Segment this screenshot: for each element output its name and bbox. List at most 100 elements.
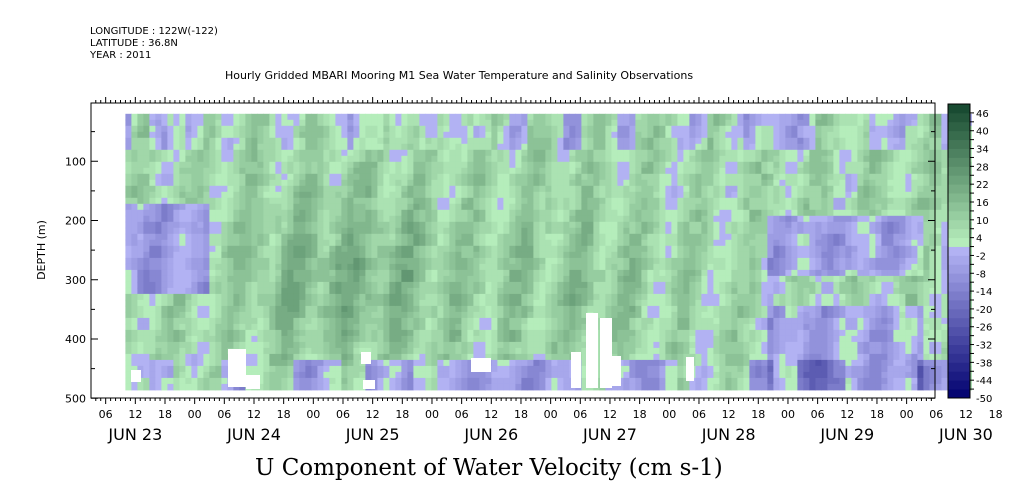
field-cell — [221, 119, 228, 127]
field-cell — [545, 185, 552, 193]
field-cell — [359, 263, 366, 271]
field-cell — [665, 113, 672, 121]
field-cell — [401, 311, 408, 319]
field-cell — [635, 329, 642, 337]
field-cell — [707, 281, 714, 289]
field-cell — [551, 239, 558, 247]
field-cell — [533, 221, 540, 229]
field-cell — [203, 293, 210, 301]
field-cell — [527, 113, 534, 121]
field-cell — [251, 203, 258, 211]
field-cell — [617, 281, 624, 289]
field-cell — [293, 143, 300, 151]
field-cell — [437, 383, 444, 391]
field-cell — [551, 263, 558, 271]
field-cell — [587, 257, 594, 265]
field-cell — [227, 125, 234, 133]
field-cell — [461, 347, 468, 355]
field-cell — [389, 287, 396, 295]
field-cell — [605, 227, 612, 235]
field-cell — [587, 179, 594, 187]
field-cell — [719, 155, 726, 163]
field-cell — [689, 257, 696, 265]
field-cell — [263, 287, 270, 295]
field-cell — [521, 185, 528, 193]
field-cell — [137, 275, 144, 283]
field-cell — [341, 191, 348, 199]
field-cell — [743, 149, 750, 157]
field-cell — [515, 323, 522, 331]
field-cell — [755, 347, 762, 355]
field-cell — [353, 377, 360, 385]
field-cell — [719, 257, 726, 265]
field-cell — [197, 227, 204, 235]
field-cell — [263, 275, 270, 283]
field-cell — [713, 341, 720, 349]
field-cell — [545, 347, 552, 355]
field-cell — [329, 281, 336, 289]
field-cell — [545, 215, 552, 223]
field-cell — [713, 209, 720, 217]
field-cell — [659, 239, 666, 247]
field-cell — [623, 281, 630, 289]
field-cell — [473, 323, 480, 331]
field-cell — [509, 113, 516, 121]
field-cell — [221, 341, 228, 349]
field-cell — [479, 191, 486, 199]
field-cell — [749, 185, 756, 193]
field-cell — [491, 299, 498, 307]
field-cell — [743, 125, 750, 133]
field-cell — [713, 173, 720, 181]
field-cell — [431, 125, 438, 133]
field-cell — [761, 221, 768, 229]
field-cell — [497, 209, 504, 217]
field-cell — [251, 311, 258, 319]
field-cell — [425, 113, 432, 121]
field-cell — [755, 359, 762, 367]
field-cell — [161, 191, 168, 199]
field-cell — [191, 305, 198, 313]
field-cell — [347, 305, 354, 313]
field-cell — [479, 131, 486, 139]
field-cell — [623, 179, 630, 187]
field-cell — [245, 257, 252, 265]
field-cell — [281, 281, 288, 289]
field-cell — [269, 299, 276, 307]
field-cell — [755, 311, 762, 319]
field-cell — [167, 185, 174, 193]
field-cell — [575, 317, 582, 325]
field-cell — [713, 335, 720, 343]
field-cell — [755, 233, 762, 241]
field-cell — [299, 287, 306, 295]
field-cell — [575, 287, 582, 295]
field-cell — [611, 131, 618, 139]
field-cell — [653, 227, 660, 235]
field-cell — [683, 317, 690, 325]
field-cell — [713, 281, 720, 289]
field-cell — [395, 275, 402, 283]
field-cell — [329, 383, 336, 391]
field-cell — [155, 209, 162, 217]
field-cell — [737, 383, 744, 391]
field-cell — [383, 137, 390, 145]
field-cell — [557, 347, 564, 355]
field-cell — [533, 269, 540, 277]
field-cell — [737, 305, 744, 313]
field-cell — [719, 299, 726, 307]
field-cell — [701, 263, 708, 271]
field-cell — [317, 251, 324, 259]
field-cell — [515, 143, 522, 151]
field-cell — [155, 347, 162, 355]
field-cell — [701, 365, 708, 373]
field-cell — [149, 215, 156, 223]
field-cell — [137, 191, 144, 199]
field-cell — [539, 191, 546, 199]
field-cell — [161, 263, 168, 271]
field-cell — [737, 173, 744, 181]
field-cell — [305, 359, 312, 367]
field-cell — [671, 215, 678, 223]
field-cell — [695, 281, 702, 289]
field-cell — [695, 173, 702, 181]
field-cell — [143, 353, 150, 361]
field-cell — [317, 179, 324, 187]
